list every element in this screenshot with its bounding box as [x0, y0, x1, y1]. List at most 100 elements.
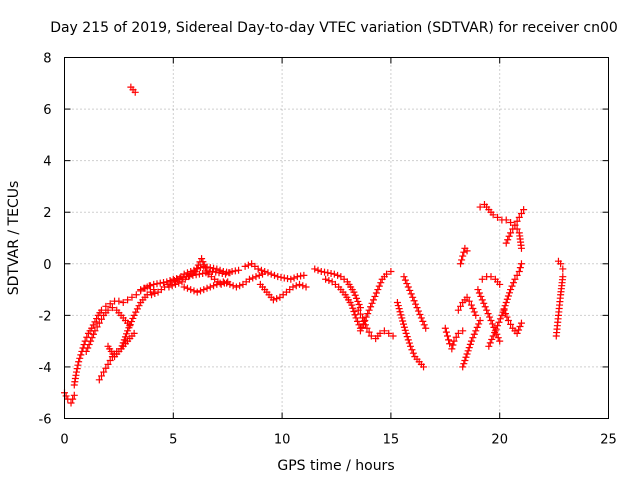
- data-point: [148, 291, 156, 299]
- data-point: [267, 270, 275, 278]
- data-point: [504, 317, 512, 325]
- data-point: [464, 347, 472, 355]
- data-point: [236, 282, 244, 290]
- data-point: [354, 317, 362, 325]
- data-point: [515, 213, 523, 221]
- data-point: [117, 345, 125, 353]
- data-point: [362, 313, 370, 321]
- data-point: [126, 321, 134, 329]
- data-point: [299, 282, 307, 290]
- data-point: [104, 306, 112, 314]
- data-point: [476, 317, 484, 325]
- data-point: [449, 341, 457, 349]
- data-point: [93, 323, 101, 331]
- data-point: [365, 328, 373, 336]
- data-point: [461, 356, 469, 364]
- plot-frame: [64, 57, 609, 419]
- data-point: [75, 358, 83, 366]
- data-point: [460, 248, 468, 256]
- data-point: [62, 392, 70, 400]
- data-point: [501, 302, 509, 310]
- data-point: [293, 273, 301, 281]
- data-point: [219, 278, 227, 286]
- data-point: [495, 318, 503, 326]
- data-point: [284, 275, 292, 283]
- data-point: [559, 273, 567, 281]
- data-point: [383, 270, 391, 278]
- data-point: [409, 349, 417, 357]
- data-point: [269, 296, 277, 304]
- data-point: [475, 289, 483, 297]
- data-point: [195, 270, 203, 278]
- data-point: [67, 399, 75, 407]
- data-point: [120, 336, 128, 344]
- data-point: [187, 286, 195, 294]
- data-point: [90, 330, 98, 338]
- data-point: [375, 282, 383, 290]
- data-point: [349, 304, 357, 312]
- data-point: [119, 298, 127, 306]
- data-point: [231, 267, 239, 275]
- data-point: [443, 332, 451, 340]
- data-point: [513, 271, 521, 279]
- x-tick-label: 10: [274, 433, 291, 448]
- data-point: [106, 300, 114, 308]
- data-point: [223, 279, 231, 287]
- data-point: [507, 286, 515, 294]
- data-point: [496, 337, 504, 345]
- data-point: [106, 356, 114, 364]
- data-point: [348, 301, 356, 309]
- data-point: [254, 265, 262, 273]
- data-point: [76, 354, 84, 362]
- data-point: [89, 321, 97, 329]
- data-point: [516, 264, 524, 272]
- data-point: [354, 306, 362, 314]
- data-point: [324, 269, 332, 277]
- y-tick-label: 0: [43, 258, 51, 273]
- data-point: [93, 315, 101, 323]
- data-point: [314, 266, 322, 274]
- data-point: [213, 265, 221, 273]
- y-tick-label: 6: [43, 103, 51, 118]
- data-point: [488, 320, 496, 328]
- data-point: [73, 365, 81, 373]
- data-point: [358, 323, 366, 331]
- data-point: [140, 284, 148, 292]
- data-point: [167, 278, 175, 286]
- data-point: [226, 280, 234, 288]
- data-point: [354, 297, 362, 305]
- data-point: [412, 300, 420, 308]
- data-point: [494, 322, 502, 330]
- data-point: [416, 310, 424, 318]
- data-point: [104, 360, 112, 368]
- data-point: [515, 326, 523, 334]
- data-point: [131, 88, 139, 96]
- data-point: [255, 271, 263, 279]
- data-point: [241, 262, 249, 270]
- data-point: [351, 311, 359, 319]
- data-point: [502, 239, 510, 247]
- data-point: [481, 303, 489, 311]
- data-point: [165, 283, 173, 291]
- data-points: [61, 83, 567, 407]
- data-point: [445, 336, 453, 344]
- data-point: [334, 271, 342, 279]
- data-point: [364, 310, 372, 318]
- data-point: [465, 297, 473, 305]
- data-point: [470, 330, 478, 338]
- y-axis-label: SDTVAR / TECUs: [6, 181, 22, 296]
- data-point: [367, 332, 375, 340]
- data-point: [85, 341, 93, 349]
- data-point: [300, 271, 308, 279]
- data-point: [406, 286, 414, 294]
- data-point: [478, 296, 486, 304]
- data-point: [156, 279, 164, 287]
- grid-lines: [64, 57, 609, 419]
- data-point: [183, 284, 191, 292]
- data-point: [153, 280, 161, 288]
- x-tick-label: 0: [60, 433, 68, 448]
- data-point: [193, 264, 201, 272]
- data-point: [476, 203, 484, 211]
- data-point: [192, 271, 200, 279]
- data-point: [502, 310, 510, 318]
